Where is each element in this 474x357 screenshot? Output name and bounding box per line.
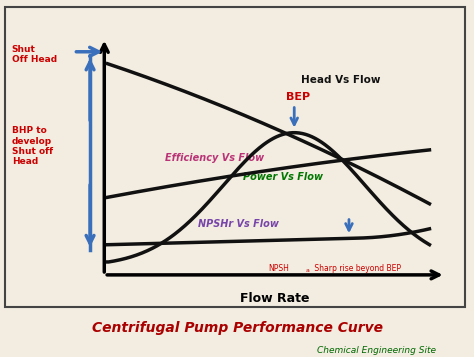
- Text: Centrifugal Pump Performance Curve: Centrifugal Pump Performance Curve: [91, 321, 383, 335]
- Text: NPSHr Vs Flow: NPSHr Vs Flow: [198, 220, 279, 230]
- Text: BEP: BEP: [286, 92, 310, 102]
- Text: Head Vs Flow: Head Vs Flow: [301, 75, 380, 85]
- Text: Sharp rise beyond BEP: Sharp rise beyond BEP: [312, 263, 401, 273]
- Text: a: a: [305, 268, 309, 273]
- Text: NPSH: NPSH: [268, 263, 289, 273]
- Text: Shut
Off Head: Shut Off Head: [12, 45, 57, 64]
- Text: Efficiency Vs Flow: Efficiency Vs Flow: [165, 153, 264, 163]
- Text: BHP to
develop
Shut off
Head: BHP to develop Shut off Head: [12, 126, 53, 166]
- Text: Chemical Engineering Site: Chemical Engineering Site: [317, 346, 436, 356]
- Text: Flow Rate: Flow Rate: [240, 292, 310, 305]
- Text: Power Vs Flow: Power Vs Flow: [243, 172, 323, 182]
